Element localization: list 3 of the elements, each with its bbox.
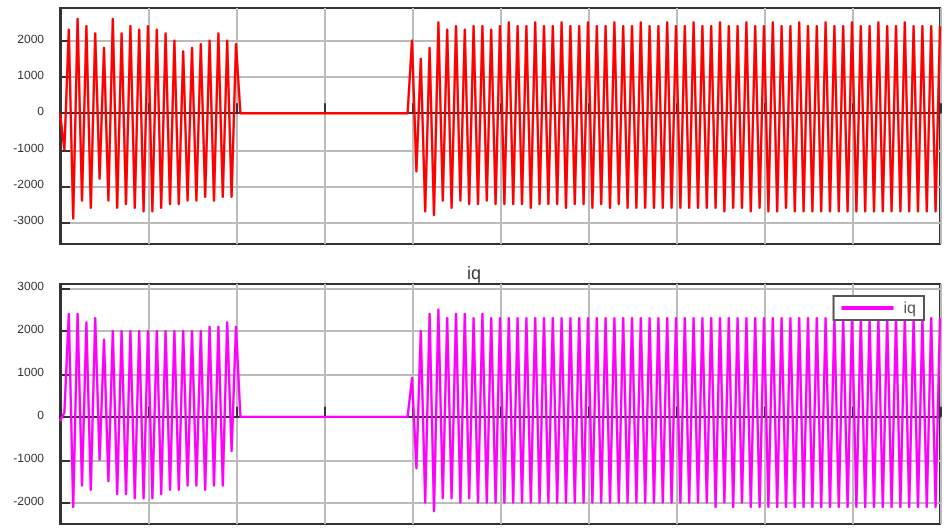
chart-title: iq bbox=[466, 263, 482, 283]
line-series bbox=[58, 17, 942, 220]
legend-label: iq bbox=[903, 299, 917, 317]
